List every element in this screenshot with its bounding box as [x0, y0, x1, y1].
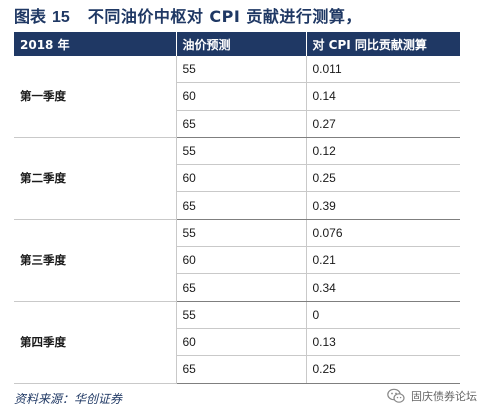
- table-row: 第四季度 55 0: [14, 301, 460, 384]
- cpi-estimate-table: 2018 年 油价预测 对 CPI 同比贡献测算 第一季度 55 0.011 6…: [14, 32, 460, 384]
- wechat-icon: [387, 388, 405, 403]
- oil-cell: 60: [176, 82, 307, 111]
- oil-cell: 65: [176, 110, 307, 138]
- table-row: 60 0.21: [14, 246, 460, 275]
- table-row: 第一季度 55 0.011: [14, 56, 460, 138]
- oil-cell: 55: [176, 56, 307, 84]
- header-cpi-contribution: 对 CPI 同比贡献测算: [306, 32, 460, 56]
- watermark: 固庆债券论坛: [387, 388, 477, 404]
- quarter-cell: 第四季度: [14, 301, 177, 384]
- table-row: 65 0.27: [14, 110, 460, 138]
- cpi-cell: 0: [306, 301, 460, 329]
- figure-label: 图表: [14, 7, 47, 26]
- table-header-row: 2018 年 油价预测 对 CPI 同比贡献测算: [14, 32, 460, 56]
- quarter-cell: 第一季度: [14, 56, 177, 138]
- cpi-cell: 0.27: [306, 110, 460, 138]
- figure-number: 15: [52, 9, 70, 26]
- oil-cell: 55: [176, 301, 307, 329]
- cpi-cell: 0.21: [306, 246, 460, 275]
- table-row: 65 0.34: [14, 273, 460, 302]
- table-row: 65 0.39: [14, 191, 460, 220]
- source-note: 资料来源：华创证券: [14, 392, 123, 406]
- cpi-cell: 0.12: [306, 137, 460, 166]
- cpi-cell: 0.34: [306, 273, 460, 302]
- figure-title: 图表 15 不同油价中枢对 CPI 贡献进行测算，: [14, 6, 362, 28]
- oil-cell: 65: [176, 273, 307, 302]
- quarter-cell: 第三季度: [14, 219, 177, 302]
- oil-cell: 55: [176, 137, 307, 166]
- cpi-cell: 0.25: [306, 355, 460, 384]
- oil-cell: 55: [176, 219, 307, 248]
- figure-caption: 不同油价中枢对 CPI 贡献进行测算，: [87, 7, 362, 26]
- table-row: 第二季度 55 0.12: [14, 137, 460, 220]
- oil-cell: 60: [176, 246, 307, 275]
- cpi-cell: 0.14: [306, 82, 460, 111]
- oil-cell: 65: [176, 191, 307, 220]
- cpi-cell: 0.076: [306, 219, 460, 248]
- table-row: 60 0.25: [14, 164, 460, 193]
- watermark-text: 固庆债券论坛: [411, 390, 477, 403]
- oil-cell: 65: [176, 355, 307, 384]
- table-row: 65 0.25: [14, 355, 460, 384]
- table-row: 60 0.13: [14, 328, 460, 357]
- header-year: 2018 年: [14, 32, 177, 56]
- cpi-cell: 0.011: [306, 56, 460, 84]
- table-row: 60 0.14: [14, 82, 460, 111]
- cpi-cell: 0.39: [306, 191, 460, 220]
- header-oil-forecast: 油价预测: [176, 32, 307, 56]
- cpi-cell: 0.25: [306, 164, 460, 193]
- oil-cell: 60: [176, 328, 307, 357]
- cpi-cell: 0.13: [306, 328, 460, 357]
- table-row: 第三季度 55 0.076: [14, 219, 460, 302]
- oil-cell: 60: [176, 164, 307, 193]
- quarter-cell: 第二季度: [14, 137, 177, 220]
